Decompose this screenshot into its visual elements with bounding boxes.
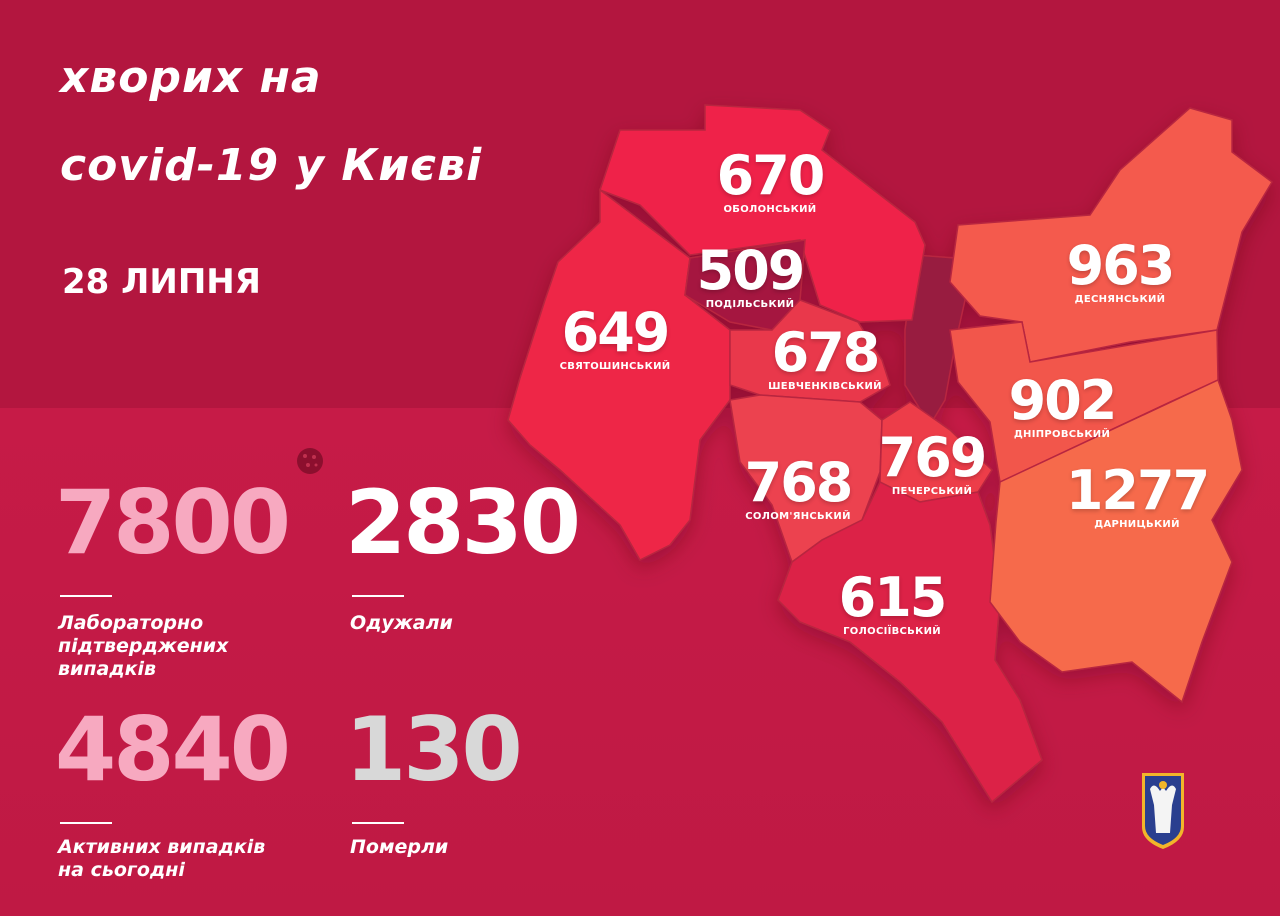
divider: [60, 595, 112, 597]
district-name-holosiivskyi: ГОЛОСІЇВСЬКИЙ: [843, 626, 941, 637]
district-label-shevchenkivskyi: 678 ШЕВЧЕНКІВСЬКИЙ: [765, 325, 885, 393]
district-cases-pecherskyi: 769: [878, 426, 988, 489]
district-label-sviatoshynskyi: 649 СВЯТОШИНСЬКИЙ: [555, 305, 675, 373]
district-name-dniprovskyi: ДНІПРОВСЬКИЙ: [1013, 429, 1111, 440]
district-label-solomianskyi: 768 СОЛОМ'ЯНСЬКИЙ: [738, 455, 858, 523]
label-line: підтверджених: [58, 635, 229, 657]
district-label-dniprovskyi: 902 ДНІПРОВСЬКИЙ: [1002, 373, 1122, 441]
district-label-holosiivskyi: 615 ГОЛОСІЇВСЬКИЙ: [832, 570, 952, 638]
stat-deaths-label: Померли: [350, 836, 449, 858]
district-name-podilskyi: ПОДІЛЬСЬКИЙ: [705, 299, 795, 310]
stat-recovered-label: Одужали: [350, 612, 453, 634]
district-name-darnytskyi: ДАРНИЦЬКИЙ: [1094, 519, 1180, 530]
district-cases-sviatoshynskyi: 649: [561, 301, 671, 364]
stat-confirmed-label: Лабораторно підтверджених випадків: [58, 612, 228, 681]
district-desnianskyi: [949, 107, 1273, 363]
district-label-obolonskyi: 670 ОБОЛОНСЬКИЙ: [710, 148, 830, 216]
virus-icon: [297, 448, 323, 474]
district-darnytskyi: [989, 378, 1243, 704]
district-name-desnianskyi: ДЕСНЯНСЬКИЙ: [1074, 294, 1166, 305]
district-name-solomianskyi: СОЛОМ'ЯНСЬКИЙ: [745, 511, 851, 522]
title-line-2: covid-19 у Києві: [60, 140, 483, 191]
district-label-darnytskyi: 1277 ДАРНИЦЬКИЙ: [1062, 463, 1212, 531]
district-label-desnianskyi: 963 ДЕСНЯНСЬКИЙ: [1060, 238, 1180, 306]
district-name-shevchenkivskyi: ШЕВЧЕНКІВСЬКИЙ: [768, 381, 882, 392]
district-cases-darnytskyi: 1277: [1065, 459, 1210, 522]
date: 28 ЛИПНЯ: [62, 262, 261, 302]
district-cases-podilskyi: 509: [696, 239, 806, 302]
district-label-pecherskyi: 769 ПЕЧЕРСЬКИЙ: [872, 430, 992, 498]
district-cases-dniprovskyi: 902: [1008, 369, 1118, 432]
district-holosiivskyi: [777, 480, 1043, 804]
district-cases-holosiivskyi: 615: [838, 566, 948, 629]
district-cases-desnianskyi: 963: [1066, 234, 1176, 297]
stat-confirmed-value: 7800: [55, 471, 291, 574]
label-line: Лабораторно: [58, 612, 204, 634]
district-obolonskyi: [599, 104, 926, 323]
district-cases-obolonskyi: 670: [716, 144, 826, 207]
stat-active-value: 4840: [55, 698, 291, 801]
label-line: Активних випадків: [58, 836, 266, 858]
stat-active-label: Активних випадків на сьогодні: [58, 836, 265, 882]
district-name-obolonskyi: ОБОЛОНСЬКИЙ: [723, 204, 817, 215]
title-line-1: хворих на: [60, 52, 322, 103]
district-name-pecherskyi: ПЕЧЕРСЬКИЙ: [891, 486, 973, 497]
district-cases-shevchenkivskyi: 678: [771, 321, 881, 384]
district-name-sviatoshynskyi: СВЯТОШИНСЬКИЙ: [559, 361, 671, 372]
label-line: на сьогодні: [58, 859, 185, 881]
stat-deaths-value: 130: [345, 698, 523, 801]
district-sviatoshynskyi: [507, 188, 731, 561]
divider: [352, 595, 404, 597]
kyiv-coat-of-arms-icon: [1142, 773, 1184, 849]
label-line: випадків: [58, 658, 157, 680]
divider: [60, 822, 112, 824]
district-cases-solomianskyi: 768: [744, 451, 854, 514]
divider: [352, 822, 404, 824]
stat-recovered-value: 2830: [345, 471, 581, 574]
district-shevchenkivskyi: [729, 299, 891, 403]
district-label-podilskyi: 509 ПОДІЛЬСЬКИЙ: [690, 243, 810, 311]
